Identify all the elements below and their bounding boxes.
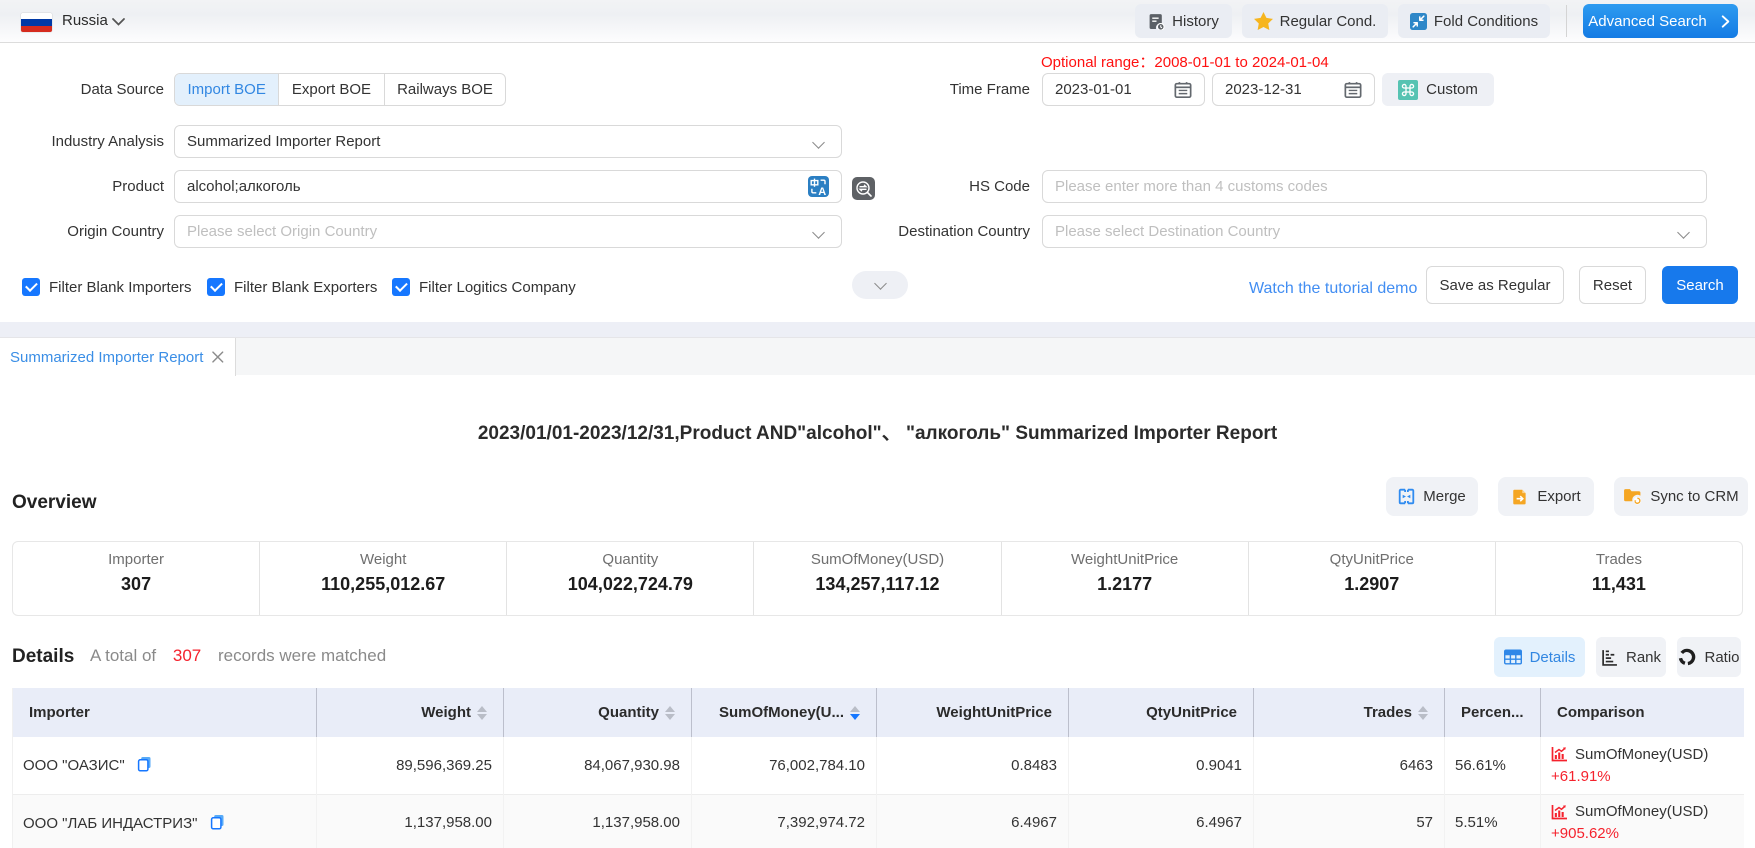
svg-text:A: A [818, 186, 826, 197]
